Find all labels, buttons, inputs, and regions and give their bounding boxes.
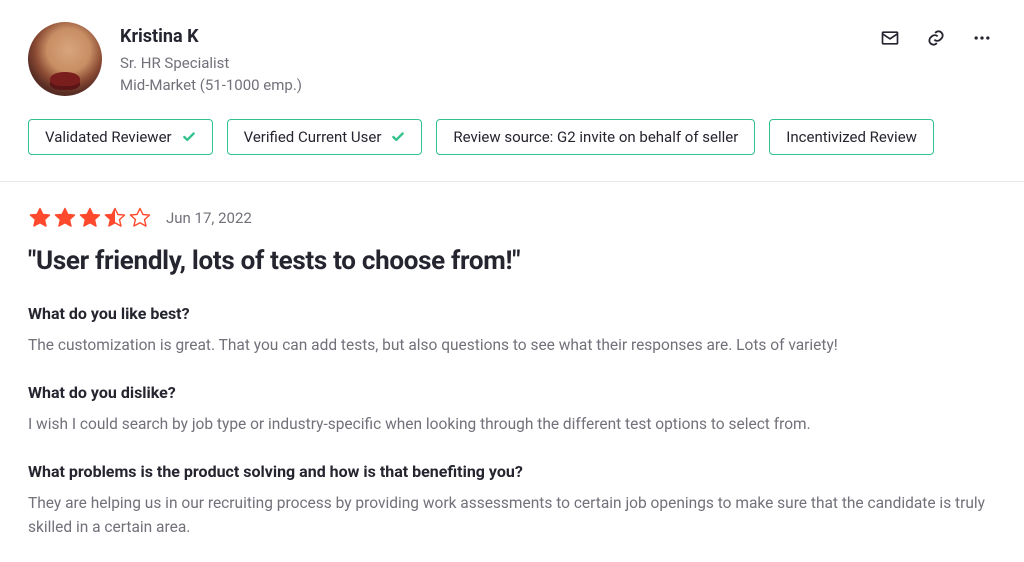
badge-label: Validated Reviewer [45, 128, 172, 146]
avatar[interactable] [28, 22, 102, 96]
reviewer-name: Kristina K [120, 26, 862, 47]
mail-icon[interactable] [880, 28, 900, 48]
link-icon[interactable] [926, 28, 946, 48]
rating-row: Jun 17, 2022 [28, 206, 996, 230]
review-title: "User friendly, lots of tests to choose … [28, 246, 996, 276]
reviewer-card-header: Kristina K Sr. HR Specialist Mid-Market … [0, 0, 1024, 182]
badge[interactable]: Review source: G2 invite on behalf of se… [436, 119, 755, 155]
badge[interactable]: Verified Current User [227, 119, 423, 155]
header-row: Kristina K Sr. HR Specialist Mid-Market … [28, 22, 996, 97]
badge-label: Incentivized Review [786, 128, 917, 146]
qa-list: What do you like best? The customization … [28, 304, 996, 539]
check-icon [391, 130, 405, 144]
qa-answer: I wish I could search by job type or ind… [28, 412, 996, 436]
qa-question: What problems is the product solving and… [28, 462, 996, 481]
star-full-icon [28, 206, 52, 230]
reviewer-role: Sr. HR Specialist [120, 53, 862, 75]
review-date: Jun 17, 2022 [166, 209, 252, 227]
star-full-icon [53, 206, 77, 230]
qa-answer: They are helping us in our recruiting pr… [28, 491, 996, 539]
star-rating [28, 206, 152, 230]
qa-question: What do you like best? [28, 304, 996, 323]
star-empty-icon [128, 206, 152, 230]
badge[interactable]: Incentivized Review [769, 119, 934, 155]
check-icon [182, 130, 196, 144]
reviewer-info: Kristina K Sr. HR Specialist Mid-Market … [120, 22, 862, 97]
qa-question: What do you dislike? [28, 383, 996, 402]
star-half-icon [103, 206, 127, 230]
qa-answer: The customization is great. That you can… [28, 333, 996, 357]
badge-row: Validated Reviewer Verified Current User R… [28, 119, 996, 155]
star-full-icon [78, 206, 102, 230]
badge-label: Verified Current User [244, 128, 382, 146]
review-body: Jun 17, 2022 "User friendly, lots of tes… [0, 182, 1024, 549]
more-icon[interactable] [972, 28, 992, 48]
badge[interactable]: Validated Reviewer [28, 119, 213, 155]
reviewer-segment: Mid-Market (51-1000 emp.) [120, 75, 862, 97]
action-bar [880, 22, 996, 48]
badge-label: Review source: G2 invite on behalf of se… [453, 128, 738, 146]
